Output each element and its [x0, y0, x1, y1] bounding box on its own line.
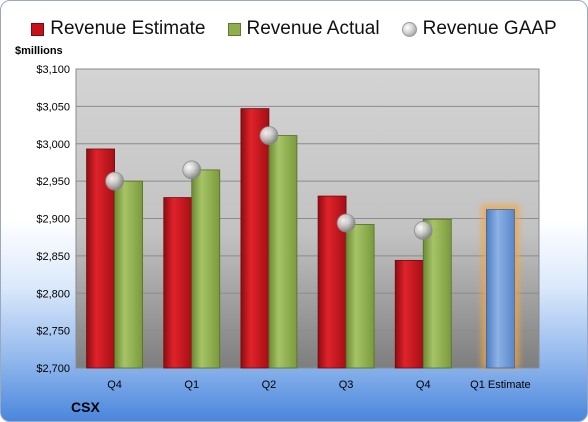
- legend-swatch-revenue-actual: [227, 22, 241, 36]
- grid-lines: [76, 68, 539, 369]
- y-tick-label: $2,700: [36, 363, 70, 375]
- legend-label-revenue-gaap: Revenue GAAP: [422, 18, 557, 39]
- marker-revenue-gaap: [336, 213, 356, 233]
- legend-item-revenue-gaap: Revenue GAAP: [401, 18, 557, 40]
- bar-revenue-actual: [422, 218, 452, 369]
- y-tick-label: $2,900: [36, 214, 70, 226]
- bar-revenue-actual: [345, 224, 375, 369]
- marker-revenue-gaap: [105, 171, 124, 191]
- company-label: CSX: [71, 399, 100, 415]
- bars-group: [86, 108, 520, 369]
- marker-revenue-gaap: [413, 221, 433, 240]
- y-axis: $2,700 $2,750 $2,800 $2,850 $2,900 $2,950 $3,0…: [36, 64, 70, 375]
- y-tick-label: $2,800: [36, 288, 70, 300]
- x-tick-label: Q1: [184, 379, 199, 391]
- y-tick-label: $2,950: [36, 176, 70, 188]
- bar-revenue-estimate: [240, 108, 270, 369]
- x-tick-label: Q4: [416, 379, 431, 391]
- bar-revenue-actual: [114, 180, 143, 369]
- bar-q1-estimate-forecast: [486, 209, 515, 369]
- y-axis-unit-label: $millions: [15, 45, 63, 57]
- x-tick-label: Q2: [262, 379, 277, 391]
- x-tick-label: Q1 Estimate: [470, 379, 531, 391]
- x-tick-label: Q3: [339, 379, 354, 391]
- y-tick-label: $3,000: [36, 139, 70, 151]
- marker-revenue-gaap: [182, 160, 202, 180]
- y-tick-label: $2,850: [36, 251, 70, 263]
- marker-revenue-gaap: [259, 126, 279, 145]
- y-tick-label: $3,050: [36, 101, 70, 113]
- legend-swatch-revenue-estimate: [31, 22, 45, 36]
- bar-revenue-estimate: [163, 197, 193, 369]
- legend-label-revenue-actual: Revenue Actual: [246, 18, 380, 39]
- y-tick-label: $2,750: [36, 326, 70, 338]
- bar-revenue-estimate: [394, 259, 424, 369]
- chart-legend: Revenue Estimate Revenue Actual Revenue …: [1, 15, 587, 43]
- legend-item-revenue-actual: Revenue Actual: [227, 18, 380, 40]
- bar-revenue-actual: [268, 135, 298, 369]
- x-axis: Q4 Q1 Q2 Q3 Q4 Q1 Estimate: [107, 379, 530, 391]
- x-tick-label: Q4: [107, 379, 122, 391]
- legend-item-revenue-estimate: Revenue Estimate: [31, 18, 206, 40]
- bar-revenue-actual: [191, 169, 221, 369]
- y-tick-label: $3,100: [36, 64, 70, 76]
- legend-label-revenue-estimate: Revenue Estimate: [50, 18, 206, 39]
- legend-swatch-revenue-gaap: [401, 21, 417, 37]
